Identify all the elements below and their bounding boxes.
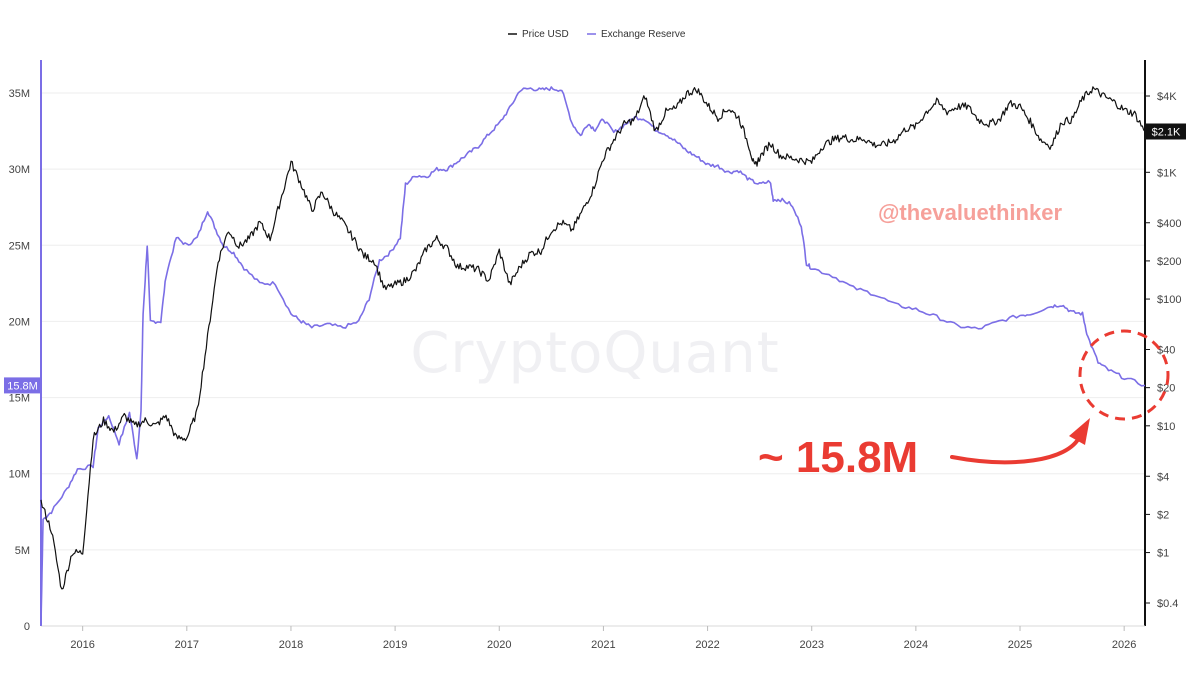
x-tick-label: 2016 <box>70 639 94 651</box>
right-tick-label: $400 <box>1157 218 1181 230</box>
series-line-price-usd <box>40 86 1146 590</box>
highlight-circle <box>1078 329 1170 421</box>
x-tick-label: 2020 <box>487 639 511 651</box>
legend-item-price[interactable]: Price USD <box>508 29 569 40</box>
right-tick-label: $2 <box>1157 509 1169 521</box>
right-badge-label: $2.1K <box>1152 127 1181 139</box>
x-tick-label: 2022 <box>695 639 719 651</box>
legend-label-price: Price USD <box>522 29 569 40</box>
x-tick-label: 2019 <box>383 639 407 651</box>
right-badge-background <box>1146 123 1186 140</box>
left-tick-label: 20M <box>9 316 30 328</box>
annotation-arrow <box>950 434 1082 465</box>
left-axis-ticks: 0 5M 10M 15M 20M 25M 30M 35M <box>9 88 30 633</box>
legend-label-reserve: Exchange Reserve <box>601 29 686 40</box>
left-tick-label: 35M <box>9 88 30 100</box>
annotation-label: ~ 15.8M <box>758 433 918 482</box>
left-badge-label: 15.8M <box>7 380 38 392</box>
x-tick-label: 2023 <box>799 639 823 651</box>
x-tick-label: 2018 <box>279 639 303 651</box>
right-tick-label: $4 <box>1157 471 1169 483</box>
right-tick-label: $10 <box>1157 421 1175 433</box>
right-tick-label: $1K <box>1157 167 1177 179</box>
x-tick-label: 2026 <box>1112 639 1136 651</box>
legend-item-reserve[interactable]: Exchange Reserve <box>587 29 686 40</box>
left-tick-label: 25M <box>9 240 30 252</box>
left-tick-label: 5M <box>15 545 30 557</box>
legend: Price USD Exchange Reserve <box>508 29 686 40</box>
right-tick-label: $40 <box>1157 345 1175 357</box>
x-tick-label: 2021 <box>591 639 615 651</box>
right-tick-label: $0.4 <box>1157 598 1178 610</box>
right-axis-ticks: $4K $1K $400 $200 $100 $40 $20 $10 $4 $2 $1 $0.4 <box>1145 91 1181 610</box>
left-tick-label: 15M <box>9 393 30 405</box>
right-tick-label: $4K <box>1157 91 1177 103</box>
series-line-exchange-reserve <box>40 86 1146 627</box>
left-current-badge: 15.8M <box>4 377 41 394</box>
watermark: CryptoQuant <box>410 321 779 386</box>
right-tick-label: $200 <box>1157 256 1181 268</box>
x-axis-ticks: 2016 2017 2018 2019 2020 2021 2022 2023 2024 2025… <box>70 626 1136 651</box>
right-tick-label: $100 <box>1157 294 1181 306</box>
left-tick-label: 0 <box>24 621 30 633</box>
x-tick-label: 2024 <box>904 639 928 651</box>
right-tick-label: $1 <box>1157 548 1169 560</box>
gridlines <box>41 92 1145 551</box>
author-handle: @thevaluethinker <box>878 200 1062 225</box>
right-tick-label: $20 <box>1157 383 1175 395</box>
x-tick-label: 2017 <box>175 639 199 651</box>
annotation-arrowhead-icon <box>1069 418 1090 445</box>
left-tick-label: 10M <box>9 469 30 481</box>
left-badge-background <box>4 377 41 394</box>
left-tick-label: 30M <box>9 164 30 176</box>
x-tick-label: 2025 <box>1008 639 1032 651</box>
right-current-badge: $2.1K <box>1146 123 1186 140</box>
